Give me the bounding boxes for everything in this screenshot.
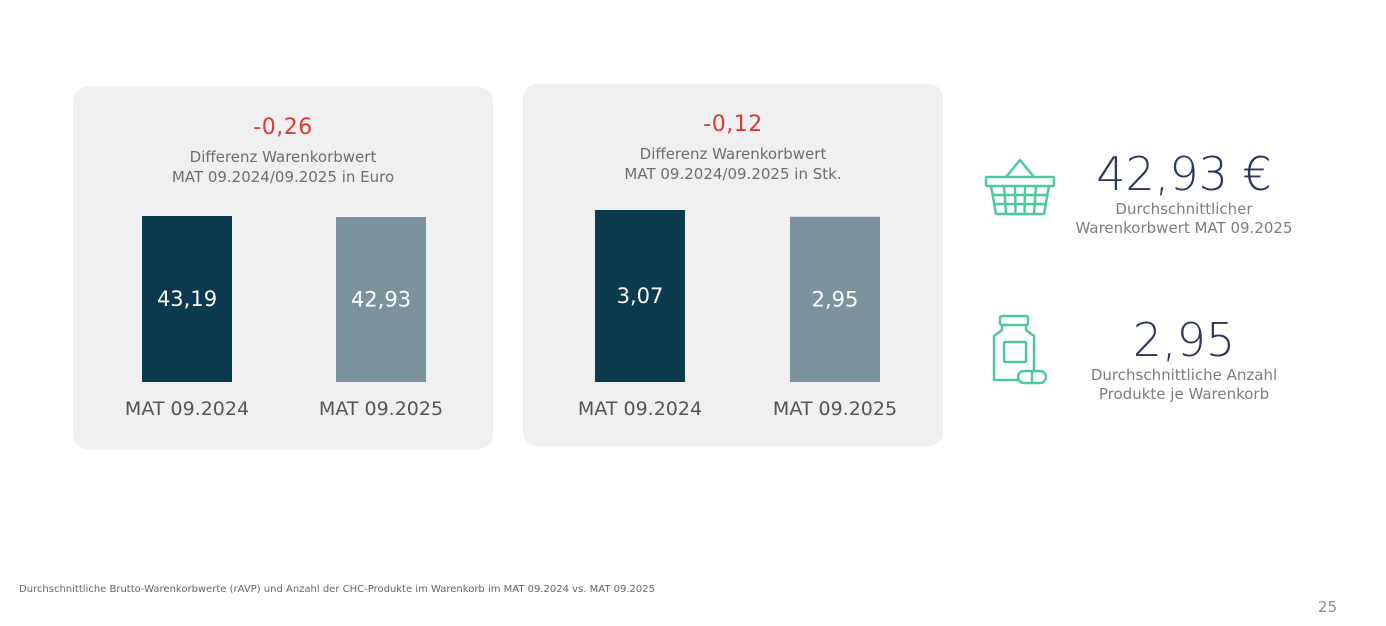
- category-label: MAT 09.2024: [125, 398, 249, 420]
- kpi-label: Durchschnittliche Anzahl Produkte je War…: [1058, 366, 1310, 404]
- chart-panel-euro: -0,26 Differenz Warenkorbwert MAT 09.202…: [73, 87, 493, 449]
- chart-panel-count: -0,12 Differenz Warenkorbwert MAT 09.202…: [523, 84, 943, 446]
- kpi-average-product-count: 2,95 Durchschnittliche Anzahl Produkte j…: [1058, 314, 1310, 404]
- medicine-bottle-icon: [992, 314, 1048, 385]
- category-label: MAT 09.2025: [319, 398, 443, 420]
- chart-subtitle: Differenz Warenkorbwert MAT 09.2024/09.2…: [523, 144, 943, 184]
- bar-curr: [336, 216, 426, 382]
- chart-subtitle-line: Differenz Warenkorbwert: [639, 145, 827, 163]
- kpi-label-line: Durchschnittlicher: [1115, 200, 1253, 218]
- page-number: 25: [1318, 598, 1338, 616]
- chart-subtitle-line: Differenz Warenkorbwert: [189, 148, 377, 166]
- difference-value: -0,12: [703, 112, 763, 137]
- bar-chart-euro: 43,19 MAT 09.2024 42,93 MAT 09.2025: [125, 216, 443, 420]
- category-label: MAT 09.2024: [578, 398, 702, 420]
- bar-value-label: 2,95: [812, 287, 859, 311]
- kpi-average-basket-value: 42,93 € Durchschnittlicher Warenkorbwert…: [1058, 148, 1310, 238]
- bar-prev: [142, 216, 232, 382]
- bar-value-label: 43,19: [157, 287, 217, 311]
- kpi-value: 42,93 €: [1096, 147, 1272, 201]
- bar-curr: [790, 216, 880, 382]
- kpi-label-line: Produkte je Warenkorb: [1098, 385, 1270, 403]
- shopping-basket-icon: [984, 158, 1056, 216]
- chart-subtitle: Differenz Warenkorbwert MAT 09.2024/09.2…: [73, 147, 493, 187]
- bar-value-label: 42,93: [351, 287, 411, 311]
- chart-subtitle-line: MAT 09.2024/09.2025 in Stk.: [624, 165, 842, 183]
- chart-subtitle-line: MAT 09.2024/09.2025 in Euro: [171, 168, 395, 186]
- category-label: MAT 09.2025: [773, 398, 897, 420]
- kpi-value: 2,95: [1132, 313, 1236, 367]
- kpi-label-line: Warenkorbwert MAT 09.2025: [1075, 219, 1293, 237]
- difference-value: -0,26: [253, 115, 313, 140]
- bar-value-label: 3,07: [617, 284, 664, 308]
- kpi-label-line: Durchschnittliche Anzahl: [1090, 366, 1278, 384]
- kpi-label: Durchschnittlicher Warenkorbwert MAT 09.…: [1058, 200, 1310, 238]
- bar-prev: [595, 210, 685, 382]
- footnote: Durchschnittliche Brutto-Warenkorbwerte …: [19, 584, 655, 595]
- bar-chart-count: 3,07 MAT 09.2024 2,95 MAT 09.2025: [578, 210, 897, 420]
